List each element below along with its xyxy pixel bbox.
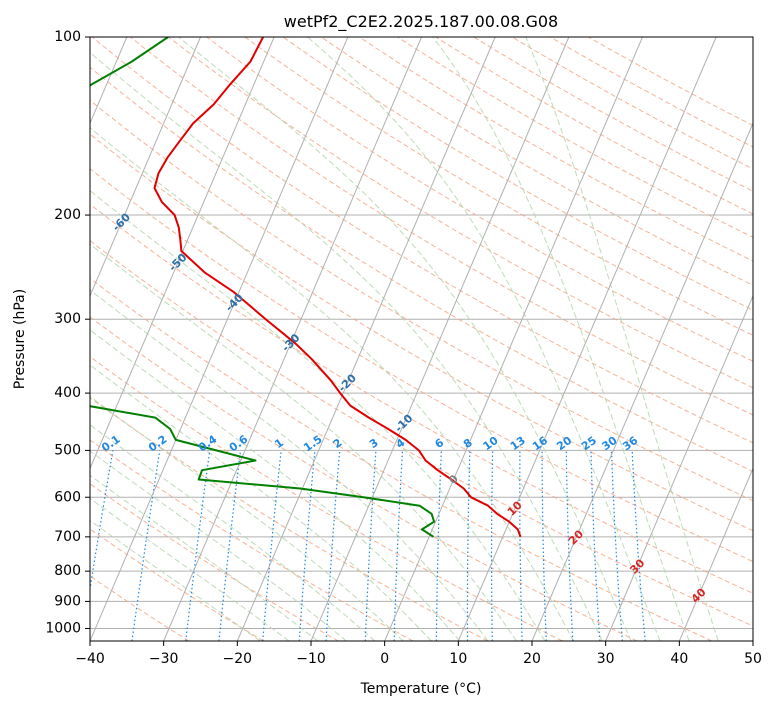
moist-adiabat-line [90, 395, 404, 641]
y-tick-label: 100 [54, 29, 81, 45]
chart-title: wetPf2_C2E2.2025.187.00.08.G08 [284, 12, 558, 32]
dry-adiabat-line [244, 37, 753, 336]
plot-frame [89, 36, 754, 642]
sounding-profiles [90, 37, 522, 538]
isotherm-line [605, 294, 753, 641]
isotherm-line [310, 37, 570, 641]
y-tick-label: 900 [54, 593, 81, 609]
mixing-ratio-line [185, 450, 211, 641]
x-tick-label: −20 [223, 651, 253, 667]
dry-adiabat-line [511, 37, 753, 170]
x-tick-label: 0 [380, 651, 389, 667]
isotherm-line [90, 37, 275, 470]
dry-adiabat-line [206, 37, 753, 362]
x-tick-label: −30 [149, 651, 179, 667]
dewpoint-profile-line [90, 37, 436, 538]
isotherm-line [236, 37, 496, 641]
x-tick-label: 10 [449, 651, 467, 667]
moist-adiabat-line [525, 37, 719, 641]
moist-adiabat-line [90, 243, 517, 641]
moist-adiabat-line [178, 37, 632, 641]
dry-adiabat-line [90, 133, 753, 532]
dry-adiabat-line [90, 439, 414, 641]
dry-adiabats [90, 37, 753, 641]
dry-adiabat-line [90, 277, 712, 641]
dry-adiabat-line [90, 483, 339, 641]
moist-adiabat-line [90, 127, 575, 641]
dry-adiabat-line [359, 37, 753, 262]
moist-adiabat-line [90, 364, 432, 641]
isotherm-line [678, 467, 753, 641]
y-axis-label: Pressure (hPa) [12, 289, 28, 389]
moist-adiabat-line [90, 329, 461, 641]
dry-adiabat-line [90, 203, 753, 594]
x-tick-label: 50 [744, 651, 762, 667]
isotherm-line [384, 37, 643, 641]
dry-adiabat-line [320, 37, 753, 286]
dry-adiabat-line [130, 37, 753, 416]
isotherm-line [90, 37, 349, 641]
moist-adiabat-line [307, 37, 661, 641]
y-tick-label: 1000 [45, 620, 81, 636]
y-tick-label: 200 [54, 207, 81, 223]
y-tick-label: 500 [54, 442, 81, 458]
dry-adiabat-line [90, 240, 753, 627]
moist-adiabat-line [90, 190, 546, 641]
x-tick-label: 20 [523, 651, 541, 667]
y-tick-label: 400 [54, 385, 81, 401]
isotherm-line [163, 37, 422, 641]
x-axis-ticks: −40 −30 −20 −10 0 10 20 30 40 50 [75, 641, 762, 667]
moist-adiabat-line [90, 424, 376, 641]
dry-adiabat-line [90, 528, 264, 641]
moist-adiabat-line [432, 37, 690, 641]
dry-adiabat-line [90, 168, 753, 563]
isotherms [90, 37, 753, 641]
mixing-ratio-line [90, 450, 114, 593]
temperature-profile-line [153, 37, 522, 538]
y-tick-label: 800 [54, 563, 81, 579]
x-tick-label: −40 [75, 651, 105, 667]
moist-adiabat-line [90, 289, 489, 641]
x-tick-label: −10 [296, 651, 326, 667]
y-tick-label: 700 [54, 529, 81, 545]
dry-adiabat-line [473, 37, 753, 192]
x-axis-label: Temperature (°C) [360, 681, 482, 697]
x-tick-label: 40 [670, 651, 688, 667]
moist-adiabat-line [90, 51, 603, 641]
dry-adiabat-line [90, 66, 753, 472]
moist-adiabats [90, 37, 719, 641]
moist-adiabat-line [90, 519, 261, 641]
x-tick-label: 30 [597, 651, 615, 667]
isotherm-line [531, 122, 753, 641]
moist-adiabat-line [90, 497, 290, 641]
y-tick-label: 600 [54, 489, 81, 505]
isotherm-line [90, 37, 201, 298]
y-axis-ticks: 100 200 300 400 500 600 700 800 900 1000 [45, 29, 90, 636]
isotherm-line [457, 37, 717, 641]
mixing-ratio-lines [90, 450, 646, 641]
y-tick-label: 300 [54, 311, 81, 327]
moist-adiabat-line [90, 474, 319, 641]
mixing-ratio-line [131, 450, 161, 641]
